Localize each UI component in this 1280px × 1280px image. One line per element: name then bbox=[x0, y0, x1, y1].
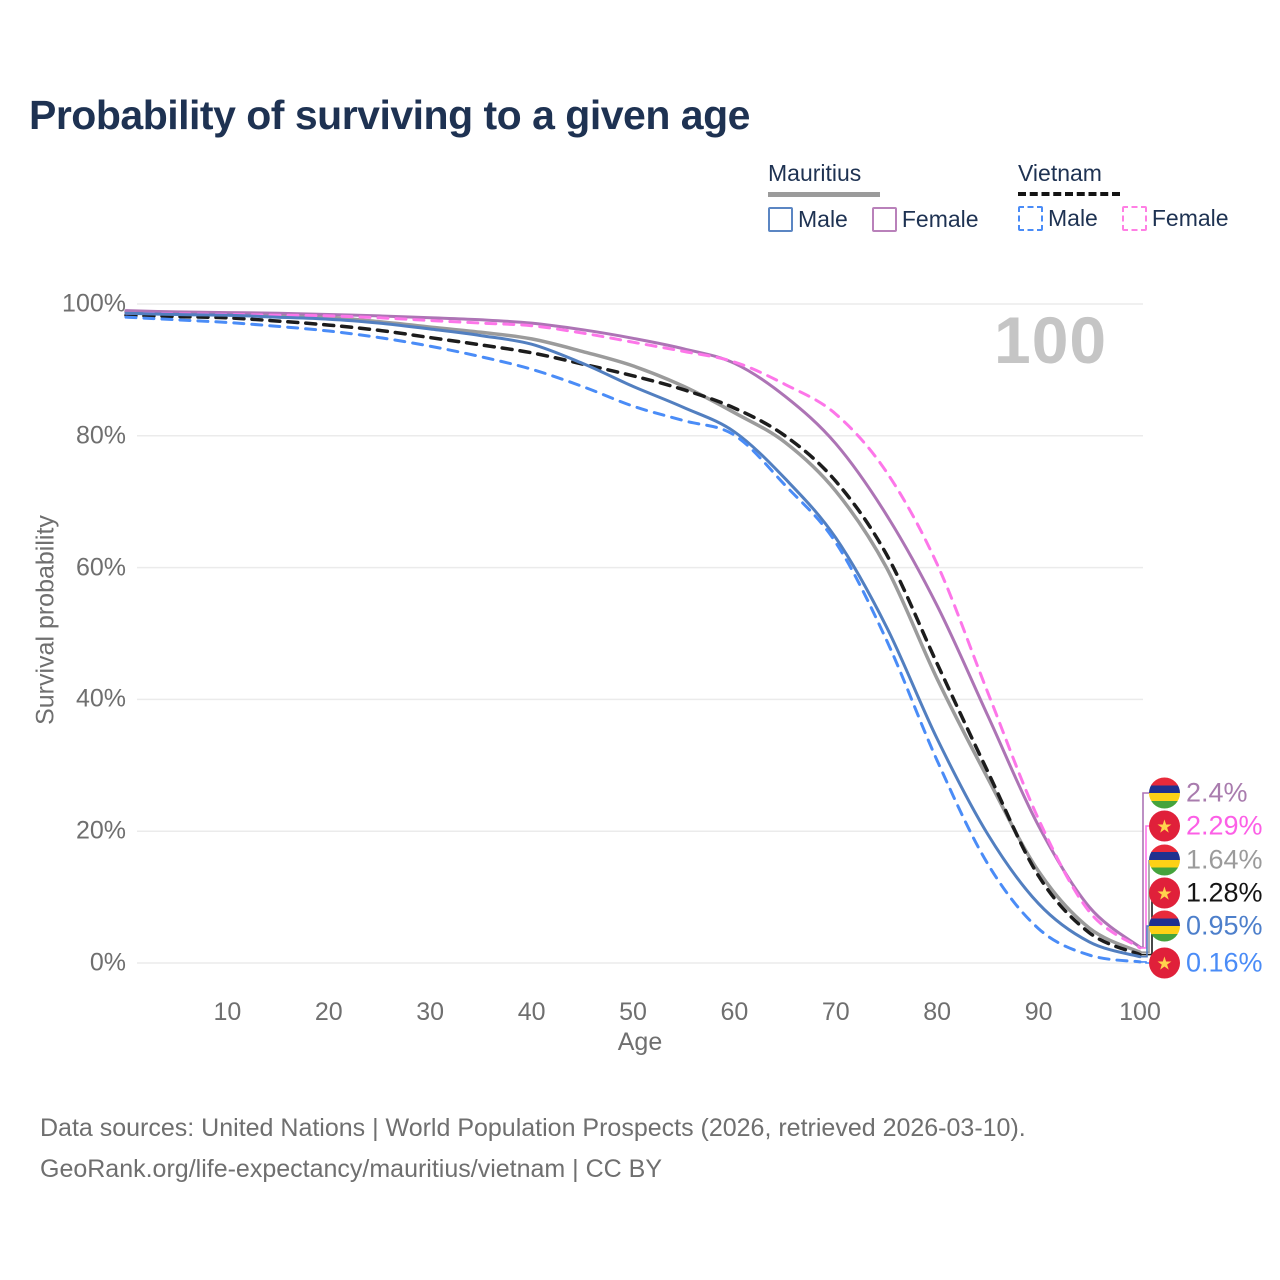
mauritius-flag-icon bbox=[1149, 910, 1180, 942]
footer-sources-line: Data sources: United Nations | World Pop… bbox=[40, 1114, 1026, 1142]
legend-label: Female bbox=[1151, 205, 1229, 231]
end-label-row: 2.4% bbox=[1149, 777, 1248, 809]
end-label-value: 1.28% bbox=[1186, 877, 1263, 908]
y-tick-label: 60% bbox=[75, 553, 126, 582]
x-tick-label: 60 bbox=[720, 998, 749, 1026]
legend-label: Male bbox=[798, 206, 848, 232]
end-label-value: 0.95% bbox=[1186, 910, 1263, 941]
x-tick-label: 20 bbox=[314, 998, 343, 1026]
mauritius-line-style-sample bbox=[768, 192, 880, 197]
mauritius-female-swatch-icon bbox=[871, 207, 897, 232]
end-label-connector bbox=[1140, 925, 1149, 958]
vietnam-female-swatch-icon bbox=[1121, 206, 1147, 231]
end-label-connector bbox=[1140, 961, 1149, 964]
end-label-row: ★ 1.28% bbox=[1149, 877, 1263, 909]
x-tick-label: 40 bbox=[517, 998, 546, 1026]
end-label-row: 0.95% bbox=[1149, 910, 1263, 942]
legend-item-mauritius-female[interactable]: Female bbox=[871, 206, 979, 233]
x-tick-label: 100 bbox=[1119, 998, 1161, 1026]
y-tick-label: 80% bbox=[75, 421, 126, 450]
legend-label: Male bbox=[1048, 205, 1098, 231]
vietnam-line-style-sample bbox=[1018, 192, 1120, 196]
end-label-row: 1.64% bbox=[1149, 844, 1263, 876]
legend-item-vietnam-female[interactable]: Female bbox=[1121, 205, 1229, 232]
end-label-connector bbox=[1140, 792, 1149, 948]
star-icon: ★ bbox=[1156, 816, 1173, 836]
y-tick-label: 0% bbox=[89, 948, 126, 977]
legend-group-vietnam: Vietnam Male Female bbox=[1018, 160, 1253, 232]
x-tick-label: 50 bbox=[619, 998, 647, 1026]
mauritius-flag-icon bbox=[1149, 844, 1180, 876]
x-tick-label: 10 bbox=[213, 998, 242, 1026]
vietnam-flag-icon: ★ bbox=[1149, 877, 1180, 909]
end-label-value: 2.4% bbox=[1186, 777, 1248, 808]
x-tick-label: 80 bbox=[923, 998, 952, 1026]
y-tick-label: 40% bbox=[75, 684, 126, 713]
curve-vietnam-female[interactable] bbox=[124, 311, 1142, 950]
curve-mauritius-female[interactable] bbox=[124, 309, 1142, 949]
curve-mauritius-both[interactable] bbox=[124, 310, 1142, 954]
legend-item-mauritius-male[interactable]: Male bbox=[768, 206, 848, 233]
curve-mauritius-male[interactable] bbox=[124, 311, 1142, 959]
age-watermark: 100 bbox=[994, 303, 1108, 377]
chart-title: Probability of surviving to a given age bbox=[29, 92, 750, 138]
end-label-connector bbox=[1140, 825, 1149, 949]
mauritius-flag-icon bbox=[1149, 777, 1180, 809]
legend-item-vietnam-male[interactable]: Male bbox=[1018, 205, 1098, 232]
end-label-value: 0.16% bbox=[1186, 947, 1263, 978]
x-tick-label: 30 bbox=[416, 998, 445, 1026]
legend-group-mauritius: Mauritius Male Female bbox=[768, 160, 1003, 233]
end-label-row: ★ 2.29% bbox=[1149, 810, 1263, 842]
x-axis-title: Age bbox=[617, 1028, 663, 1056]
curve-vietnam-both[interactable] bbox=[124, 313, 1142, 957]
x-tick-label: 70 bbox=[821, 998, 850, 1026]
end-label-row: ★ 0.16% bbox=[1149, 947, 1263, 979]
vietnam-male-swatch-icon bbox=[1018, 206, 1043, 231]
footer: Data sources: United Nations | World Pop… bbox=[40, 1108, 1026, 1189]
star-icon: ★ bbox=[1156, 953, 1173, 973]
y-tick-label: 20% bbox=[75, 816, 126, 845]
legend-country-mauritius: Mauritius bbox=[768, 160, 862, 186]
legend-country-vietnam: Vietnam bbox=[1018, 160, 1102, 186]
y-tick-label: 100% bbox=[62, 289, 126, 318]
legend-label: Female bbox=[901, 206, 979, 232]
end-label-value: 2.29% bbox=[1186, 810, 1263, 841]
curve-vietnam-male[interactable] bbox=[124, 315, 1142, 964]
end-label-value: 1.64% bbox=[1186, 844, 1263, 875]
mauritius-male-swatch-icon bbox=[768, 207, 793, 232]
vietnam-flag-icon: ★ bbox=[1149, 810, 1180, 842]
x-tick-label: 90 bbox=[1024, 998, 1053, 1026]
star-icon: ★ bbox=[1156, 883, 1173, 903]
footer-attribution-line: GeoRank.org/life-expectancy/mauritius/vi… bbox=[40, 1154, 663, 1183]
vietnam-flag-icon: ★ bbox=[1149, 947, 1180, 979]
